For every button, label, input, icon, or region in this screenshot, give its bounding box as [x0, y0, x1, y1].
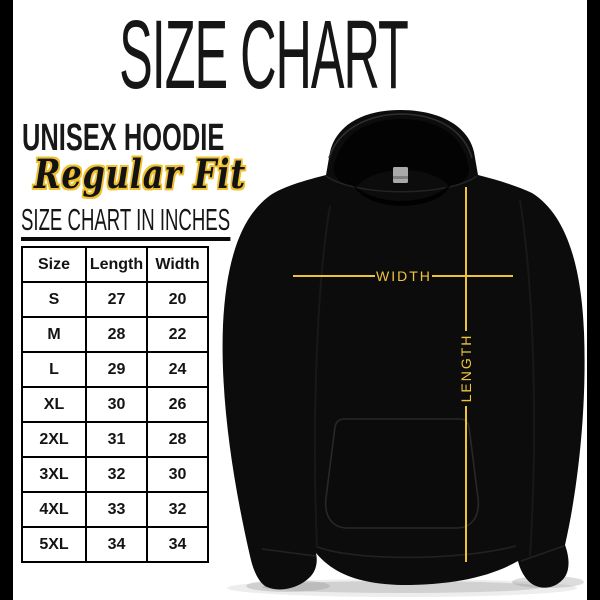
table-row-4xl: 4XL 33 32: [21, 491, 209, 528]
table-row-l: L 29 24: [21, 351, 209, 388]
neck-tag: [393, 167, 408, 183]
cell-length: 33: [85, 491, 148, 528]
left-frame-bar: [0, 0, 13, 600]
right-frame-bar: [587, 0, 600, 600]
page-title-text: SIZE CHART: [118, 0, 409, 109]
cell-width: 24: [146, 351, 209, 388]
cell-size: XL: [21, 386, 87, 423]
cell-size: 3XL: [21, 456, 87, 493]
cell-width: 22: [146, 316, 209, 353]
cell-size: 5XL: [21, 526, 87, 563]
length-measure-label: LENGTH: [458, 333, 474, 403]
cell-length: 31: [85, 421, 148, 458]
width-measure-label: WIDTH: [376, 268, 432, 284]
table-heading: SIZE CHART IN INCHES: [21, 204, 370, 242]
cell-width: 32: [146, 491, 209, 528]
cell-length: 34: [85, 526, 148, 563]
table-row-s: S 27 20: [21, 281, 209, 318]
cell-length: 27: [85, 281, 148, 318]
cell-width: 26: [146, 386, 209, 423]
width-line-right-segment: [432, 275, 513, 277]
table-row-xl: XL 30 26: [21, 386, 209, 423]
cell-length: 30: [85, 386, 148, 423]
cell-width: 20: [146, 281, 209, 318]
fit-label: Regular Fit: [34, 151, 246, 198]
cell-size: 2XL: [21, 421, 87, 458]
size-table: Size Length Width S 27 20 M 28 22 L 29 2…: [21, 246, 209, 563]
cell-width: 30: [146, 456, 209, 493]
col-header-size: Size: [21, 246, 87, 283]
cell-width: 28: [146, 421, 209, 458]
cell-size: M: [21, 316, 87, 353]
cell-size: 4XL: [21, 491, 87, 528]
size-table-header-row: Size Length Width: [21, 246, 209, 283]
cell-width: 34: [146, 526, 209, 563]
table-row-2xl: 2XL 31 28: [21, 421, 209, 458]
col-header-length: Length: [85, 246, 148, 283]
length-line-bottom-segment: [465, 406, 467, 562]
table-row-3xl: 3XL 32 30: [21, 456, 209, 493]
col-header-width: Width: [146, 246, 209, 283]
cell-size: L: [21, 351, 87, 388]
cell-length: 29: [85, 351, 148, 388]
cell-length: 32: [85, 456, 148, 493]
width-line-left-segment: [293, 275, 375, 277]
hoodie-image: [222, 110, 585, 597]
table-row-m: M 28 22: [21, 316, 209, 353]
cell-size: S: [21, 281, 87, 318]
cell-length: 28: [85, 316, 148, 353]
product-name: UNISEX HOODIE: [22, 117, 225, 159]
page-title: SIZE CHART: [63, 4, 463, 106]
length-line-top-segment: [465, 187, 467, 331]
table-row-5xl: 5XL 34 34: [21, 526, 209, 563]
